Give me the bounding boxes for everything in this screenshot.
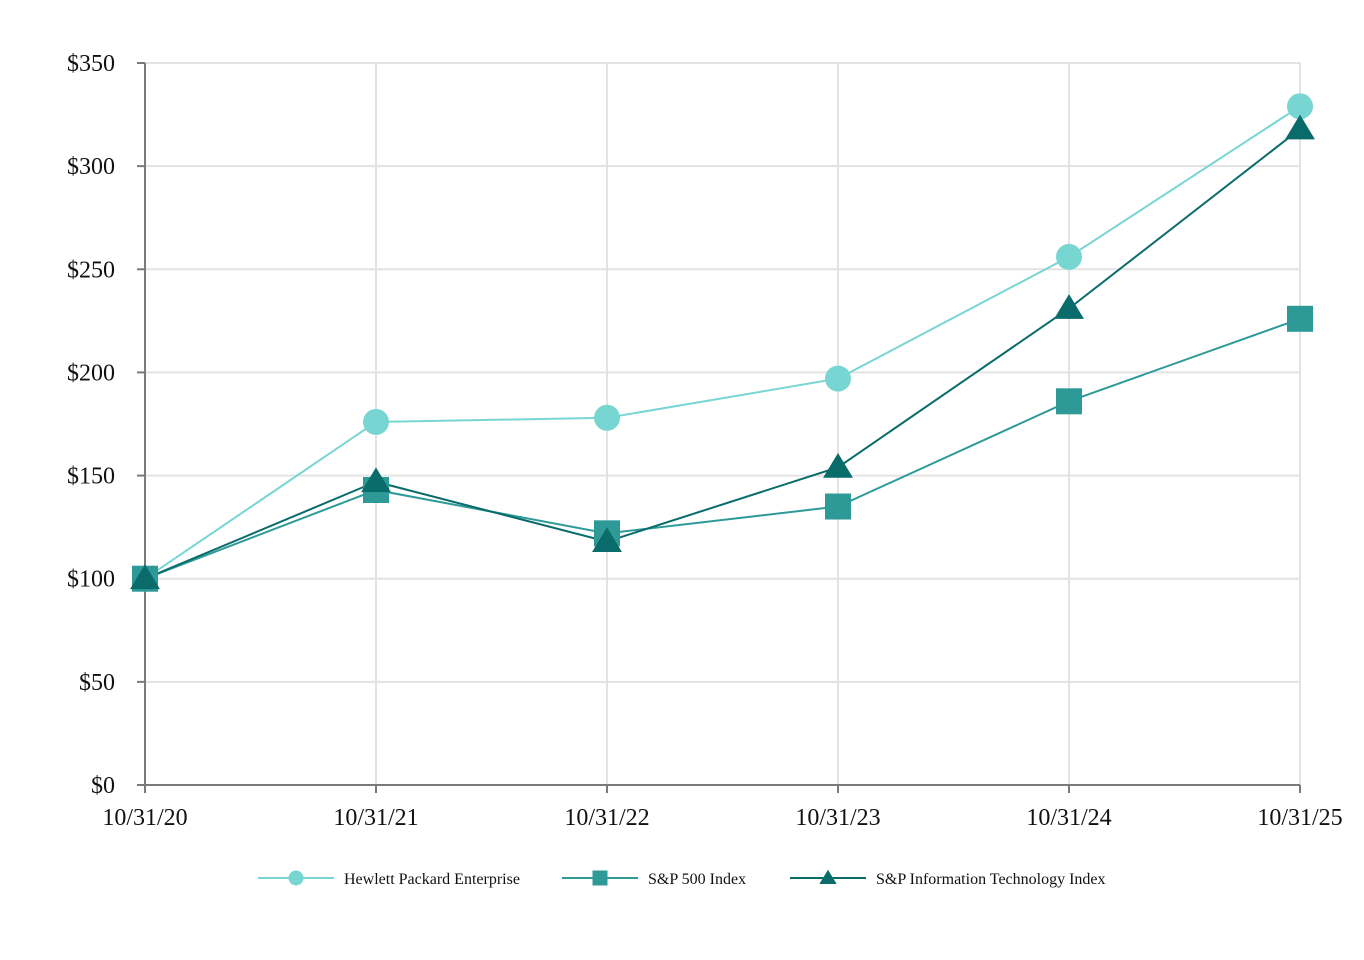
y-tick-label: $100 bbox=[67, 567, 115, 593]
y-tick-label: $150 bbox=[67, 464, 115, 490]
y-axis-tick-labels: $0 $50 $100 $150 $200 $250 $300 $350 bbox=[67, 51, 115, 799]
x-tick-label: 10/31/22 bbox=[564, 805, 649, 831]
series-markers bbox=[130, 93, 1315, 592]
data-point-triangle bbox=[1054, 294, 1084, 319]
y-tick-label: $350 bbox=[67, 51, 115, 77]
x-tick-label: 10/31/23 bbox=[795, 805, 880, 831]
x-tick-label: 10/31/24 bbox=[1026, 805, 1111, 831]
data-point-triangle bbox=[361, 467, 391, 493]
y-tick-label: $300 bbox=[67, 154, 115, 180]
legend-label: S&P Information Technology Index bbox=[876, 871, 1106, 888]
data-point-square bbox=[1287, 305, 1313, 332]
data-point-circle bbox=[825, 365, 851, 392]
x-tick-label: 10/31/20 bbox=[102, 805, 187, 831]
series-lines bbox=[144, 105, 1301, 580]
axes bbox=[137, 62, 1301, 793]
data-point-square bbox=[825, 493, 851, 520]
gridlines bbox=[145, 62, 1301, 785]
x-tick-label: 10/31/21 bbox=[333, 805, 418, 831]
y-tick-label: $50 bbox=[79, 670, 115, 696]
series-line-2 bbox=[144, 128, 1301, 580]
legend-marker-square bbox=[592, 870, 608, 886]
data-point-circle bbox=[594, 404, 620, 431]
y-tick-label: $0 bbox=[91, 773, 115, 799]
legend: Hewlett Packard Enterprise S&P 500 Index S… bbox=[258, 869, 1106, 888]
data-point-triangle bbox=[592, 527, 622, 552]
legend-marker-triangle bbox=[819, 869, 837, 884]
data-point-circle bbox=[363, 408, 389, 435]
legend-label: Hewlett Packard Enterprise bbox=[344, 871, 520, 888]
data-point-triangle bbox=[130, 564, 160, 590]
legend-label: S&P 500 Index bbox=[648, 871, 746, 888]
data-point-circle bbox=[1287, 93, 1313, 120]
data-point-triangle bbox=[823, 452, 853, 478]
data-point-triangle bbox=[1285, 114, 1315, 140]
x-axis-tick-labels: 10/31/20 10/31/21 10/31/22 10/31/23 10/31/24… bbox=[102, 805, 1342, 831]
y-tick-label: $250 bbox=[67, 257, 115, 283]
series-line-0 bbox=[144, 105, 1301, 580]
legend-marker-circle bbox=[288, 870, 304, 886]
series-line-1 bbox=[144, 317, 1301, 580]
y-tick-label: $200 bbox=[67, 360, 115, 386]
data-point-circle bbox=[1056, 243, 1082, 270]
x-tick-label: 10/31/25 bbox=[1257, 805, 1342, 831]
data-point-square bbox=[1056, 388, 1082, 415]
